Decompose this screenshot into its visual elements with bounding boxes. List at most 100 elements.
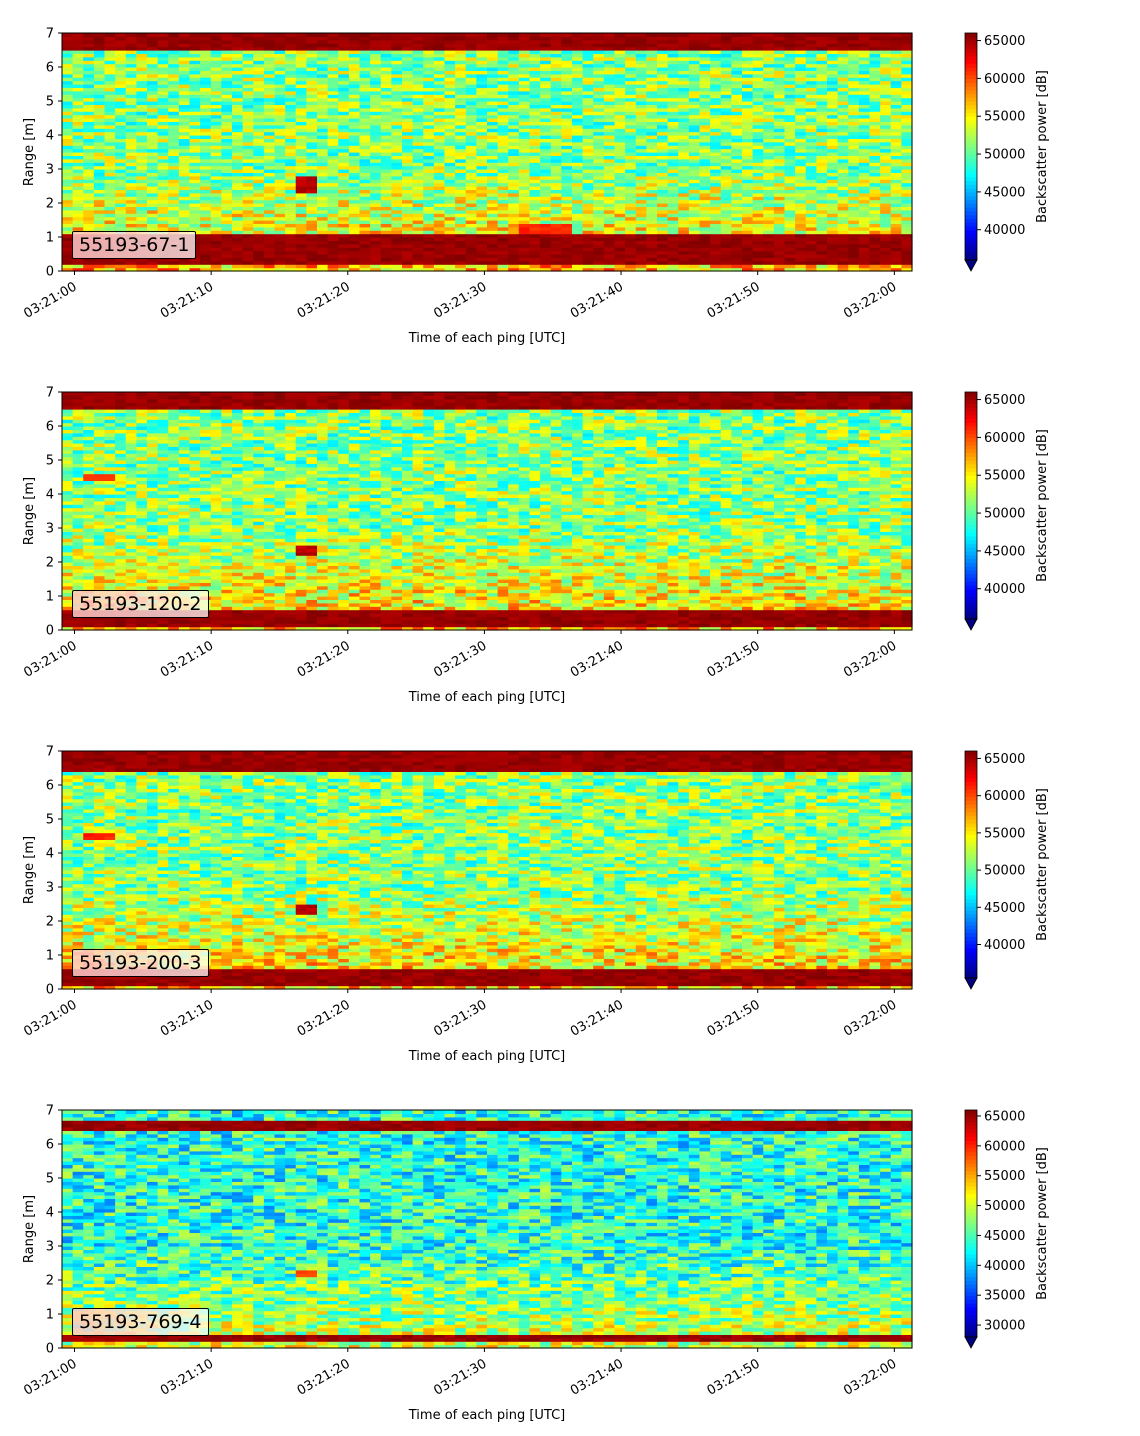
heatmap-cell bbox=[720, 175, 732, 180]
heatmap-cell bbox=[274, 107, 286, 112]
heatmap-cell bbox=[614, 39, 626, 44]
heatmap-cell bbox=[550, 56, 562, 61]
heatmap-cell bbox=[455, 257, 467, 262]
heatmap-cell bbox=[115, 128, 127, 133]
heatmap-cell bbox=[657, 145, 669, 150]
heatmap-cell bbox=[253, 131, 265, 136]
heatmap-cell bbox=[72, 90, 84, 95]
heatmap-cell bbox=[625, 179, 637, 184]
heatmap-cell bbox=[232, 107, 244, 112]
heatmap-cell bbox=[285, 135, 297, 139]
heatmap-cell bbox=[550, 175, 562, 180]
heatmap-cell bbox=[83, 36, 95, 41]
heatmap-cell bbox=[657, 172, 669, 177]
heatmap-cell bbox=[306, 67, 318, 71]
heatmap-cell bbox=[710, 199, 722, 204]
heatmap-cell bbox=[773, 254, 786, 258]
heatmap-cell bbox=[508, 138, 520, 143]
heatmap-cell bbox=[678, 36, 690, 41]
heatmap-cell bbox=[147, 165, 159, 170]
heatmap-cell bbox=[508, 254, 520, 258]
heatmap-cell bbox=[688, 243, 701, 248]
heatmap-cell bbox=[550, 46, 562, 51]
heatmap-cell bbox=[795, 182, 807, 187]
heatmap-cell bbox=[710, 175, 722, 180]
heatmap-cell bbox=[168, 107, 180, 112]
heatmap-cell bbox=[508, 118, 520, 122]
heatmap-cell bbox=[72, 192, 84, 197]
heatmap-cell bbox=[433, 233, 446, 238]
heatmap-cell bbox=[189, 39, 201, 44]
heatmap-cell bbox=[412, 260, 424, 265]
heatmap-cell bbox=[402, 172, 414, 177]
heatmap-cell bbox=[147, 63, 159, 68]
heatmap-cell bbox=[306, 53, 318, 58]
heatmap-cell bbox=[763, 169, 775, 173]
heatmap-cell bbox=[423, 203, 435, 207]
heatmap-cell bbox=[83, 73, 95, 78]
heatmap-cell bbox=[487, 94, 499, 99]
heatmap-cell bbox=[62, 196, 74, 201]
heatmap-cell bbox=[253, 46, 265, 51]
heatmap-cell bbox=[348, 226, 361, 231]
heatmap-cell bbox=[742, 77, 754, 82]
heatmap-cell bbox=[646, 80, 658, 85]
heatmap-cell bbox=[710, 107, 722, 112]
heatmap-cell bbox=[518, 152, 531, 156]
heatmap-cell bbox=[572, 203, 584, 207]
heatmap-cell bbox=[572, 152, 584, 156]
heatmap-cell bbox=[657, 254, 669, 258]
heatmap-cell bbox=[625, 206, 637, 211]
heatmap-cell bbox=[200, 233, 212, 238]
heatmap-cell bbox=[805, 162, 817, 167]
heatmap-cell bbox=[433, 39, 446, 44]
heatmap-cell bbox=[263, 111, 276, 116]
heatmap-cell bbox=[221, 101, 233, 105]
heatmap-cell bbox=[805, 240, 817, 245]
heatmap-cell bbox=[657, 84, 669, 88]
heatmap-cell bbox=[455, 158, 467, 163]
heatmap-cell bbox=[657, 39, 669, 44]
heatmap-cell bbox=[582, 237, 594, 241]
heatmap-cell bbox=[614, 107, 626, 112]
heatmap-cell bbox=[157, 158, 169, 163]
heatmap-cell bbox=[83, 152, 95, 156]
heatmap-cell bbox=[603, 43, 616, 48]
heatmap-cell bbox=[62, 233, 74, 238]
heatmap-cell bbox=[752, 243, 764, 248]
heatmap-cell bbox=[784, 223, 796, 228]
heatmap-cell bbox=[391, 203, 403, 207]
heatmap-cell bbox=[178, 152, 191, 156]
heatmap-cell bbox=[359, 121, 371, 126]
heatmap-cell bbox=[699, 179, 711, 184]
heatmap-cell bbox=[263, 104, 276, 109]
heatmap-cell bbox=[518, 36, 531, 41]
heatmap-cell bbox=[476, 84, 488, 88]
heatmap-cell bbox=[242, 97, 254, 102]
heatmap-cell bbox=[518, 189, 531, 194]
heatmap-cell bbox=[327, 189, 339, 194]
heatmap-cell bbox=[635, 101, 647, 105]
heatmap-cell bbox=[402, 60, 414, 65]
heatmap-cell bbox=[795, 254, 807, 258]
heatmap-cell bbox=[359, 39, 371, 44]
heatmap-cell bbox=[83, 46, 95, 51]
heatmap-cell bbox=[784, 107, 796, 112]
heatmap-cell bbox=[380, 135, 392, 139]
heatmap-cell bbox=[529, 135, 541, 139]
heatmap-cell bbox=[359, 114, 371, 119]
heatmap-cell bbox=[348, 135, 361, 139]
heatmap-cell bbox=[359, 226, 371, 231]
heatmap-cell bbox=[561, 138, 573, 143]
heatmap-cell bbox=[221, 199, 233, 204]
heatmap-cell bbox=[593, 46, 605, 51]
heatmap-cell bbox=[603, 169, 616, 173]
heatmap-cell bbox=[327, 67, 339, 71]
heatmap-cell bbox=[752, 264, 764, 269]
heatmap-cell bbox=[317, 223, 329, 228]
heatmap-cell bbox=[125, 172, 137, 177]
heatmap-cell bbox=[805, 230, 817, 235]
heatmap-cell bbox=[635, 90, 647, 95]
heatmap-cell bbox=[62, 56, 74, 61]
heatmap-cell bbox=[189, 121, 201, 126]
